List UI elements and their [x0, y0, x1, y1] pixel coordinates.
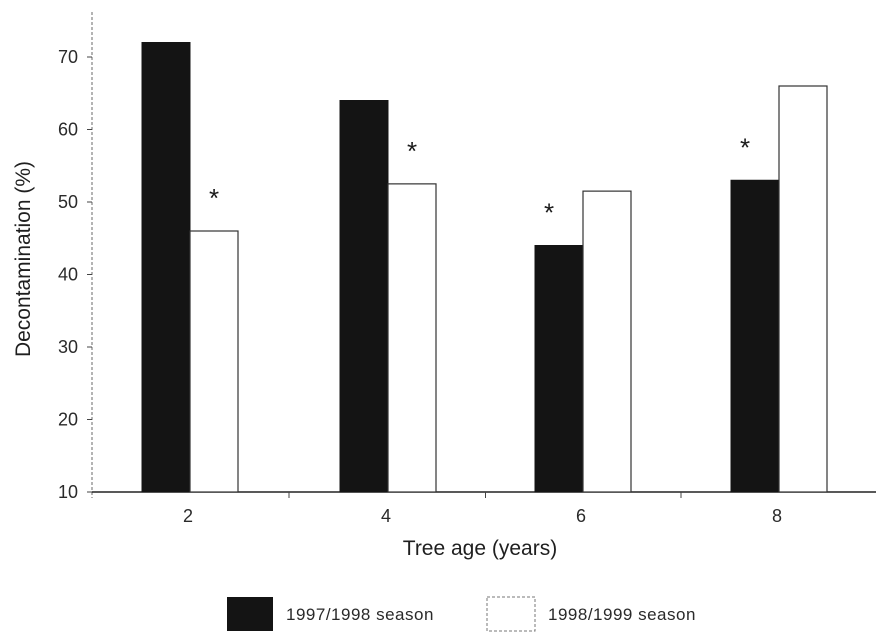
chart-tick-labels: 10 20 30 40 50 60 70 2 4 6 8 [58, 47, 782, 526]
y-tick-label: 60 [58, 120, 78, 140]
chart-annotations: * * * * [209, 132, 750, 227]
significance-asterisk: * [544, 198, 554, 228]
x-tick-label: 2 [183, 506, 193, 526]
bar-series1-6 [534, 245, 584, 493]
significance-asterisk: * [407, 136, 417, 166]
bar-series2-8 [778, 85, 828, 493]
bar-series1-2 [141, 42, 191, 493]
legend-swatch-series1 [227, 597, 273, 631]
legend-swatch-series2 [486, 596, 536, 632]
x-tick-label: 6 [576, 506, 586, 526]
bar-series2-4 [387, 183, 437, 493]
bar-series1-8 [730, 179, 780, 493]
legend-label-series1: 1997/1998 season [286, 605, 434, 624]
significance-asterisk: * [209, 183, 219, 213]
x-tick-label: 8 [772, 506, 782, 526]
y-tick-label: 50 [58, 192, 78, 212]
bar-series2-6 [582, 190, 632, 493]
significance-asterisk: * [740, 132, 750, 162]
legend-label-series2: 1998/1999 season [548, 605, 696, 624]
y-tick-label: 40 [58, 265, 78, 285]
y-tick-label: 20 [58, 410, 78, 430]
bar-series1-4 [339, 100, 389, 493]
y-axis-title: Decontamination (%) [12, 161, 35, 357]
y-tick-label: 10 [58, 482, 78, 502]
x-tick-label: 4 [381, 506, 391, 526]
y-tick-label: 70 [58, 47, 78, 67]
chart-legend: 1997/1998 season 1998/1999 season [227, 596, 696, 632]
x-axis-title: Tree age (years) [403, 537, 557, 560]
chart-bars [141, 42, 828, 493]
bar-series2-2 [189, 230, 239, 493]
y-tick-label: 30 [58, 337, 78, 357]
